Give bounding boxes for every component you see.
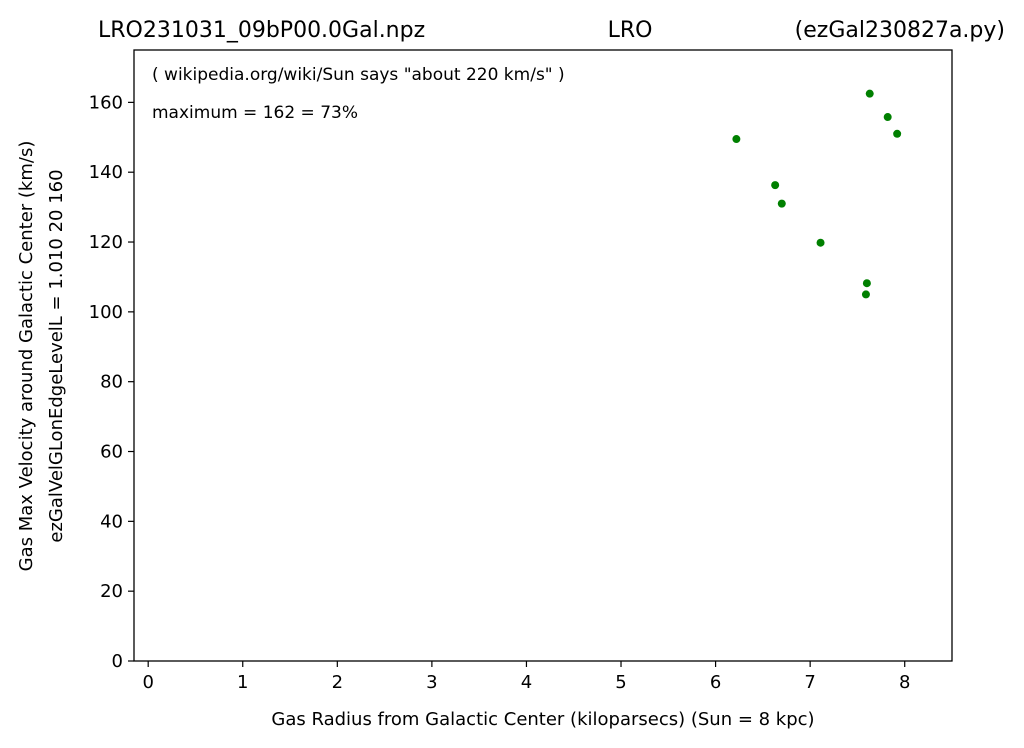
data-point [777,199,786,208]
chart-title-right: (ezGal230827a.py) [795,18,1005,43]
y-tick-label: 160 [89,92,123,113]
data-points [732,89,902,299]
x-tick-label: 4 [521,672,532,693]
y-tick-label: 120 [89,232,123,253]
data-point [732,135,741,144]
y-tick-label: 60 [100,442,123,463]
y-axis-label-line1: Gas Max Velocity around Galactic Center … [16,141,37,572]
x-tick-label: 0 [142,672,153,693]
x-axis-label: Gas Radius from Galactic Center (kilopar… [271,709,814,730]
x-tick-label: 2 [332,672,343,693]
y-tick-label: 40 [100,511,123,532]
y-axis: 0 20 40 60 80 100 120 140 160 [89,92,134,672]
y-axis-label-line2: ezGalVelGLonEdgeLevelL = 1.010 20 160 [46,169,67,542]
data-point [865,89,874,98]
chart-title-left: LRO231031_09bP00.0Gal.npz [98,18,425,43]
x-tick-label: 8 [899,672,910,693]
annotation-maximum: maximum = 162 = 73% [152,103,358,123]
y-tick-label: 0 [112,651,123,672]
data-point [861,290,870,299]
x-tick-label: 1 [237,672,248,693]
chart-title-center: LRO [608,18,653,43]
data-point [862,279,871,288]
y-tick-label: 100 [89,302,123,323]
plot-area [133,49,953,662]
x-tick-label: 6 [710,672,721,693]
annotation-wikipedia: ( wikipedia.org/wiki/Sun says "about 220… [152,65,565,85]
x-tick-label: 3 [426,672,437,693]
x-axis: 0 1 2 3 4 5 6 7 8 [142,661,910,693]
y-tick-label: 80 [100,372,123,393]
data-point [816,238,825,247]
y-tick-label: 140 [89,162,123,183]
x-tick-label: 7 [804,672,815,693]
data-point [771,181,780,190]
x-tick-label: 5 [615,672,626,693]
data-point [883,113,892,122]
y-tick-label: 20 [100,581,123,602]
data-point [893,129,902,138]
